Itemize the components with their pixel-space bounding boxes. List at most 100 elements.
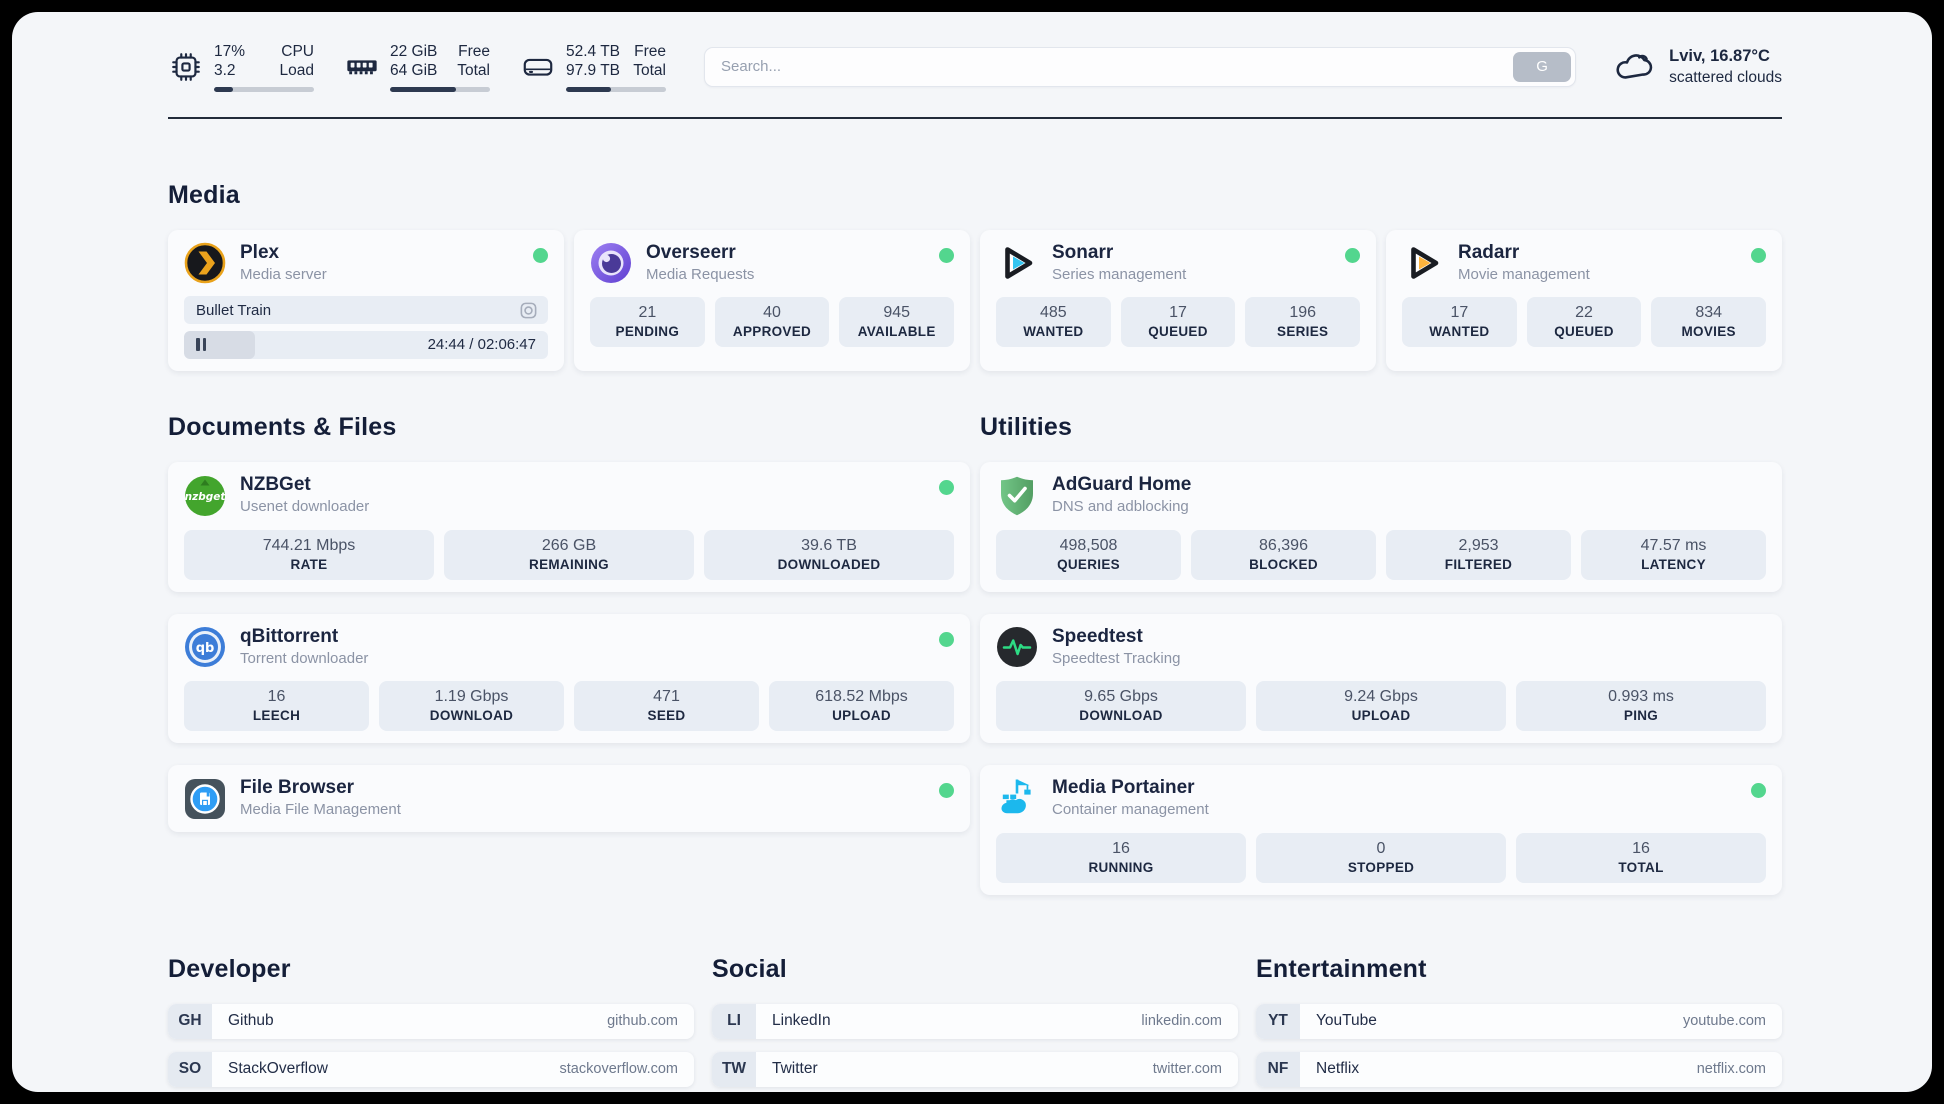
link-netflix[interactable]: NF Netflix netflix.com [1256,1051,1782,1087]
app-card-qbittorrent[interactable]: qb qBittorrent Torrent downloader 16 LEECH 1.… [168,613,970,744]
app-title: Overseerr [646,241,736,263]
stat-value: 16 [1632,839,1650,857]
stat-wanted: 485 WANTED [996,297,1111,348]
dashboard-panel: 17% 3.2 CPU Load 22 GiB 64 GiB Free Total 52.4 T… [12,12,1932,1092]
section-title-entertainment: Entertainment [1256,954,1427,983]
app-card-header: AdGuard Home DNS and adblocking [996,474,1766,517]
metric-label: Total [457,62,490,80]
online-status-dot [1751,247,1766,263]
app-card-radarr[interactable]: Radarr Movie management 17 WANTED 22 QUEUED 83… [1386,229,1782,372]
link-twitter[interactable]: TW Twitter twitter.com [712,1051,1238,1087]
pause-icon[interactable] [196,338,206,352]
section-title-utilities: Utilities [980,413,1073,442]
metric-label: Free [458,43,490,60]
metric-labels: Free Total [633,42,666,81]
cpu-icon [168,49,204,85]
weather-condition: scattered clouds [1669,68,1782,86]
app-subtitle: Media Requests [646,265,755,283]
link-linkedin[interactable]: LI LinkedIn linkedin.com [712,1003,1238,1039]
link-group-developer: Developer GH Github github.com SO StackOverfl… [168,955,694,1092]
stat-available: 945 AVAILABLE [839,297,955,348]
app-card-sonarr[interactable]: Sonarr Series management 485 WANTED 17 QUEUED… [980,229,1376,372]
app-card-plex[interactable]: Plex Media server Bullet Train 24:44 / 02:0… [168,229,564,372]
app-card-header: File Browser Media File Management [184,777,954,820]
app-card-speedtest[interactable]: Speedtest Speedtest Tracking 9.65 Gbps DOWN… [980,613,1782,744]
search-engine-button[interactable]: G [1513,51,1572,82]
metric-body: 17% 3.2 CPU Load [214,42,314,92]
online-status-dot [939,247,954,263]
stat-queued: 17 QUEUED [1120,297,1236,348]
stat-label: MOVIES [1681,324,1736,340]
stat-label: QUEUED [1554,324,1614,340]
bookmarks-area: Developer GH Github github.com SO StackOverfl… [168,955,1782,1092]
stat-ping: 0.993 ms PING [1516,681,1766,732]
radarr-icon [1402,242,1444,284]
stat-leech: 16 LEECH [184,681,369,732]
stat-label: RATE [290,556,328,572]
link-youtube[interactable]: YT YouTube youtube.com [1256,1003,1782,1039]
link-name: Twitter [772,1060,818,1078]
app-card-header: Radarr Movie management [1402,242,1766,285]
playback-time: 24:44 / 02:06:47 [427,336,536,354]
link-abbr-badge: YT [1256,1003,1300,1039]
app-card-titles: File Browser Media File Management [240,777,401,820]
memory-icon [344,49,380,85]
online-status-dot [533,247,548,263]
now-playing-title: Bullet Train [196,301,272,319]
stat-label: QUERIES [1057,556,1120,572]
nzbget-icon: nzbget [184,475,226,517]
app-card-titles: Overseerr Media Requests [646,242,754,285]
stat-label: UPLOAD [1351,708,1411,724]
stat-label: DOWNLOAD [1079,708,1163,724]
metric-label: Total [633,62,666,80]
metric-value: 97.9 TB [566,62,621,80]
stat-label: REMAINING [529,556,609,572]
app-card-adguard[interactable]: AdGuard Home DNS and adblocking 498,508 QUE… [980,462,1782,592]
metric-text: 52.4 TB 97.9 TB Free Total [566,42,666,81]
stat-value: 17 [1450,304,1469,322]
app-card-nzbget[interactable]: nzbget NZBGet Usenet downloader 744.21 Mbps… [168,462,970,592]
stat-label: FILTERED [1444,556,1513,572]
link-name: StackOverflow [228,1060,328,1078]
stat-label: BLOCKED [1249,556,1318,572]
stat-value: 16 [267,688,286,706]
app-card-overseerr[interactable]: Overseerr Media Requests 21 PENDING 40 APPROV… [574,229,970,372]
app-card-portainer[interactable]: Media Portainer Container management 16 RUN… [980,765,1782,895]
stat-label: UPLOAD [832,708,891,724]
stat-value: 1.19 Gbps [434,688,509,706]
stat-value: 498,508 [1059,536,1118,554]
playback-progress-fill [184,331,255,360]
link-abbr-badge: GH [168,1003,212,1039]
header-divider [168,116,1782,119]
stat-value: 9.24 Gbps [1344,688,1418,706]
app-title: Media Portainer [1052,777,1195,799]
media-cards-row: Plex Media server Bullet Train 24:44 / 02:0… [168,229,1782,372]
metric-values: 17% 3.2 [214,42,245,81]
stat-label: PING [1623,708,1659,724]
app-subtitle: DNS and adblocking [1052,498,1189,516]
app-card-filebrowser[interactable]: File Browser Media File Management [168,765,970,832]
link-stackoverflow[interactable]: SO StackOverflow stackoverflow.com [168,1051,694,1087]
app-stats-row: 16 LEECH 1.19 Gbps DOWNLOAD 471 SEED 618.52 Mb… [184,681,954,732]
stat-label: SERIES [1277,324,1329,340]
app-title: AdGuard Home [1052,474,1192,496]
metric-disk: 52.4 TB 97.9 TB Free Total [520,42,666,92]
app-title: Radarr [1458,241,1520,263]
metric-values: 22 GiB 64 GiB [390,42,437,81]
app-title: Plex [240,241,280,263]
stat-value: 0.993 ms [1608,688,1674,706]
link-github[interactable]: GH Github github.com [168,1003,694,1039]
metric-body: 52.4 TB 97.9 TB Free Total [566,42,666,92]
metric-text: 17% 3.2 CPU Load [214,42,314,81]
search-input[interactable] [704,46,1577,87]
stat-blocked: 86,396 BLOCKED [1191,529,1376,580]
stat-label: WANTED [1023,324,1084,340]
stat-download: 9.65 Gbps DOWNLOAD [996,681,1246,732]
link-name: LinkedIn [772,1012,831,1030]
stat-pending: 21 PENDING [590,297,705,348]
section-title-documents: Documents & Files [168,413,397,442]
metric-value: 52.4 TB [566,43,621,60]
app-stats-row: 21 PENDING 40 APPROVED 945 AVAILABLE [590,297,955,348]
app-card-titles: Media Portainer Container management [1052,777,1209,820]
link-group-social: Social LI LinkedIn linkedin.com TW Twitter twi… [712,955,1238,1092]
